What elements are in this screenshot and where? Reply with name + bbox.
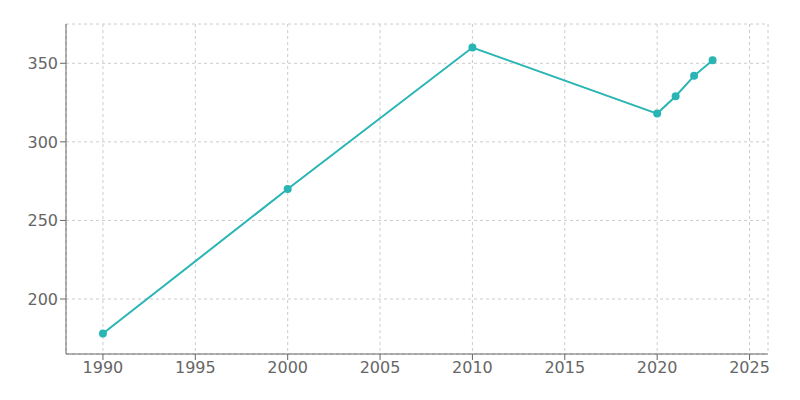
svg-text:2000: 2000	[267, 358, 308, 377]
svg-text:2020: 2020	[637, 358, 678, 377]
svg-text:350: 350	[27, 54, 58, 73]
svg-text:200: 200	[27, 290, 58, 309]
svg-text:2025: 2025	[729, 358, 770, 377]
svg-text:2010: 2010	[452, 358, 493, 377]
svg-text:2015: 2015	[544, 358, 585, 377]
svg-text:300: 300	[27, 133, 58, 152]
svg-text:1995: 1995	[175, 358, 216, 377]
svg-text:250: 250	[27, 211, 58, 230]
svg-text:1990: 1990	[83, 358, 124, 377]
svg-text:2005: 2005	[360, 358, 401, 377]
